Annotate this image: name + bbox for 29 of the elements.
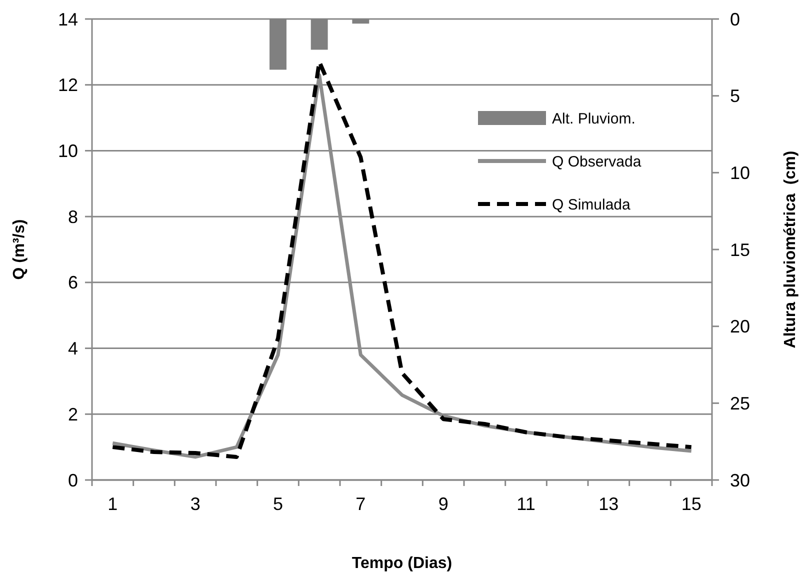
y2-tick-label: 20 [730, 316, 750, 337]
y2-tick-label: 0 [730, 9, 740, 30]
x-tick-label: 9 [438, 494, 448, 514]
y-tick-label: 4 [68, 338, 78, 359]
y-tick-label: 6 [68, 272, 78, 293]
legend-label: Q Observada [552, 153, 642, 170]
x-tick-label: 5 [272, 494, 284, 514]
x-axis-title: Tempo (Dias) [352, 555, 452, 572]
y2-tick-label: 25 [730, 393, 750, 414]
y-tick-label: 14 [58, 9, 78, 30]
x-tick-label: 1 [108, 494, 118, 514]
x-tick-label: 13 [598, 494, 619, 514]
y-tick-label: 2 [68, 404, 78, 424]
y-tick-label: 0 [68, 470, 78, 490]
y-tick-label: 10 [58, 141, 78, 162]
y-axis-title: Q (m³/s) [11, 219, 28, 280]
y2-tick-label: 15 [730, 240, 750, 260]
y2-tick-label: 5 [730, 86, 740, 106]
x-tick-label: 3 [190, 494, 200, 514]
x-tick-label: 15 [681, 494, 702, 514]
y-tick-label: 12 [58, 75, 78, 96]
y-tick-label: 8 [68, 206, 78, 227]
x-tick-label: 11 [516, 494, 536, 514]
x-tick-label: 7 [356, 494, 366, 514]
y2-tick-label: 30 [730, 470, 750, 490]
legend-label: Q Simulada [552, 196, 632, 214]
y2-tick-label: 10 [730, 162, 750, 183]
y2-axis-title: Altura pluviométrica (cm) [782, 150, 799, 348]
legend-label: Alt. Pluviom. [552, 110, 636, 128]
